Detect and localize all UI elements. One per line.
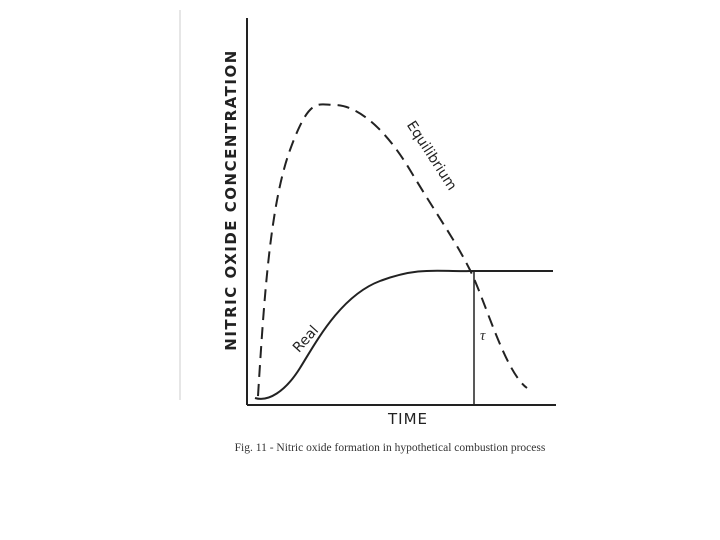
equilibrium-curve <box>257 103 528 397</box>
caption: Fig. 11 - Nitric oxide formation in hypo… <box>235 442 546 454</box>
y-axis-label: NITRIC OXIDE CONCENTRATION <box>222 49 240 350</box>
real-curve <box>254 269 553 400</box>
tau-label: τ <box>480 328 486 344</box>
x-axis-label: TIME <box>387 410 428 428</box>
